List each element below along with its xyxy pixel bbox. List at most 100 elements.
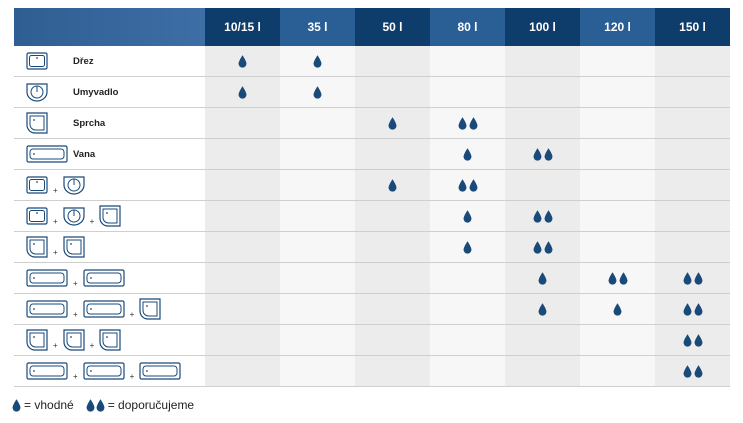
water-drop-icon (533, 209, 541, 223)
row-label: Dřez (73, 55, 94, 67)
suitability-cell (430, 263, 505, 293)
suitability-cell (205, 263, 280, 293)
plus-sign: + (129, 309, 135, 319)
suitability-cell (205, 201, 280, 231)
fixture-icons (14, 52, 48, 70)
fixture-icons (14, 112, 48, 134)
plus-sign: + (129, 371, 135, 381)
suitability-cell (580, 263, 655, 293)
washbasin-icon (26, 83, 48, 102)
fixture-icons: + + (14, 329, 121, 351)
table-row: Dřez (14, 46, 730, 77)
suitability-cell (505, 356, 580, 386)
table-row: + + (14, 294, 730, 325)
suitability-cell (580, 325, 655, 355)
water-drop-icon (96, 398, 105, 412)
fixture-icons: + (14, 269, 125, 288)
suitability-cell (580, 356, 655, 386)
water-drop-icon (533, 147, 541, 161)
suitability-cell (205, 170, 280, 200)
bathtub-icon (26, 300, 68, 318)
suitability-cell (280, 77, 355, 107)
suitability-cell (280, 201, 355, 231)
suitability-cell (655, 356, 730, 386)
plus-sign: + (73, 278, 78, 288)
row-label: Sprcha (73, 117, 106, 129)
legend: = vhodné = doporučujeme (12, 398, 206, 412)
water-drop-icon (694, 364, 702, 378)
shower-icon (26, 329, 48, 351)
water-drop-icon (683, 302, 691, 316)
shower-icon (139, 298, 161, 320)
suitability-cell (580, 139, 655, 169)
suitability-cell (580, 46, 655, 76)
suitability-cell (430, 77, 505, 107)
table-row: Sprcha (14, 108, 730, 139)
water-drop-icon (533, 240, 541, 254)
suitability-cell (655, 263, 730, 293)
table-row: + + (14, 201, 730, 232)
column-header: 35 l (280, 8, 355, 46)
water-drop-icon (12, 398, 21, 412)
suitability-cell (505, 263, 580, 293)
suitability-cell (655, 139, 730, 169)
legend-double-drop-icon (86, 398, 105, 412)
suitability-cell (505, 325, 580, 355)
suitability-cell (430, 46, 505, 76)
sink-icon (26, 176, 48, 194)
shower-icon (26, 236, 48, 258)
water-drop-icon (683, 333, 691, 347)
suitability-cell (355, 263, 430, 293)
suitability-cell (655, 201, 730, 231)
legend-single-drop-icon (12, 398, 21, 412)
water-drop-icon (458, 178, 466, 192)
bathtub-icon (26, 269, 68, 287)
suitability-cell (580, 108, 655, 138)
plus-sign: + (89, 340, 95, 350)
suitability-cell (505, 77, 580, 107)
row-fixtures: + + (14, 356, 205, 386)
plus-sign: + (73, 309, 78, 319)
suitability-cell (505, 46, 580, 76)
row-fixtures: + + (14, 294, 205, 324)
water-drop-icon (544, 209, 552, 223)
water-drop-icon (86, 398, 95, 412)
table-row: + + (14, 325, 730, 356)
bathtub-icon (83, 362, 125, 380)
suitability-cell (505, 294, 580, 324)
suitability-cell (505, 201, 580, 231)
water-drop-icon (388, 178, 397, 192)
fixture-icons: + + (14, 362, 181, 381)
suitability-cell (580, 77, 655, 107)
table-row: Umyvadlo (14, 77, 730, 108)
bathtub-icon (83, 269, 125, 287)
suitability-cell (430, 139, 505, 169)
fixture-icons: + (14, 236, 85, 258)
suitability-cell (580, 170, 655, 200)
suitability-cell (655, 108, 730, 138)
row-fixtures: Umyvadlo (14, 77, 205, 107)
shower-icon (63, 236, 85, 258)
suitability-cell (205, 232, 280, 262)
row-label: Vana (73, 148, 96, 160)
water-drop-icon (238, 54, 247, 68)
suitability-cell (655, 232, 730, 262)
suitability-cell (280, 170, 355, 200)
water-drop-icon (608, 271, 616, 285)
bathtub-icon (83, 300, 125, 318)
column-header: 50 l (355, 8, 430, 46)
water-drop-icon (538, 271, 547, 285)
column-header: 120 l (580, 8, 655, 46)
washbasin-icon (63, 176, 85, 195)
suitability-cell (655, 77, 730, 107)
suitability-cell (205, 139, 280, 169)
row-fixtures: + (14, 232, 205, 262)
shower-icon (99, 205, 121, 227)
suitability-cell (280, 294, 355, 324)
suitability-cell (505, 108, 580, 138)
suitability-cell (205, 356, 280, 386)
water-drop-icon (694, 271, 702, 285)
bathtub-icon (26, 145, 68, 163)
suitability-cell (280, 263, 355, 293)
suitability-cell (430, 170, 505, 200)
